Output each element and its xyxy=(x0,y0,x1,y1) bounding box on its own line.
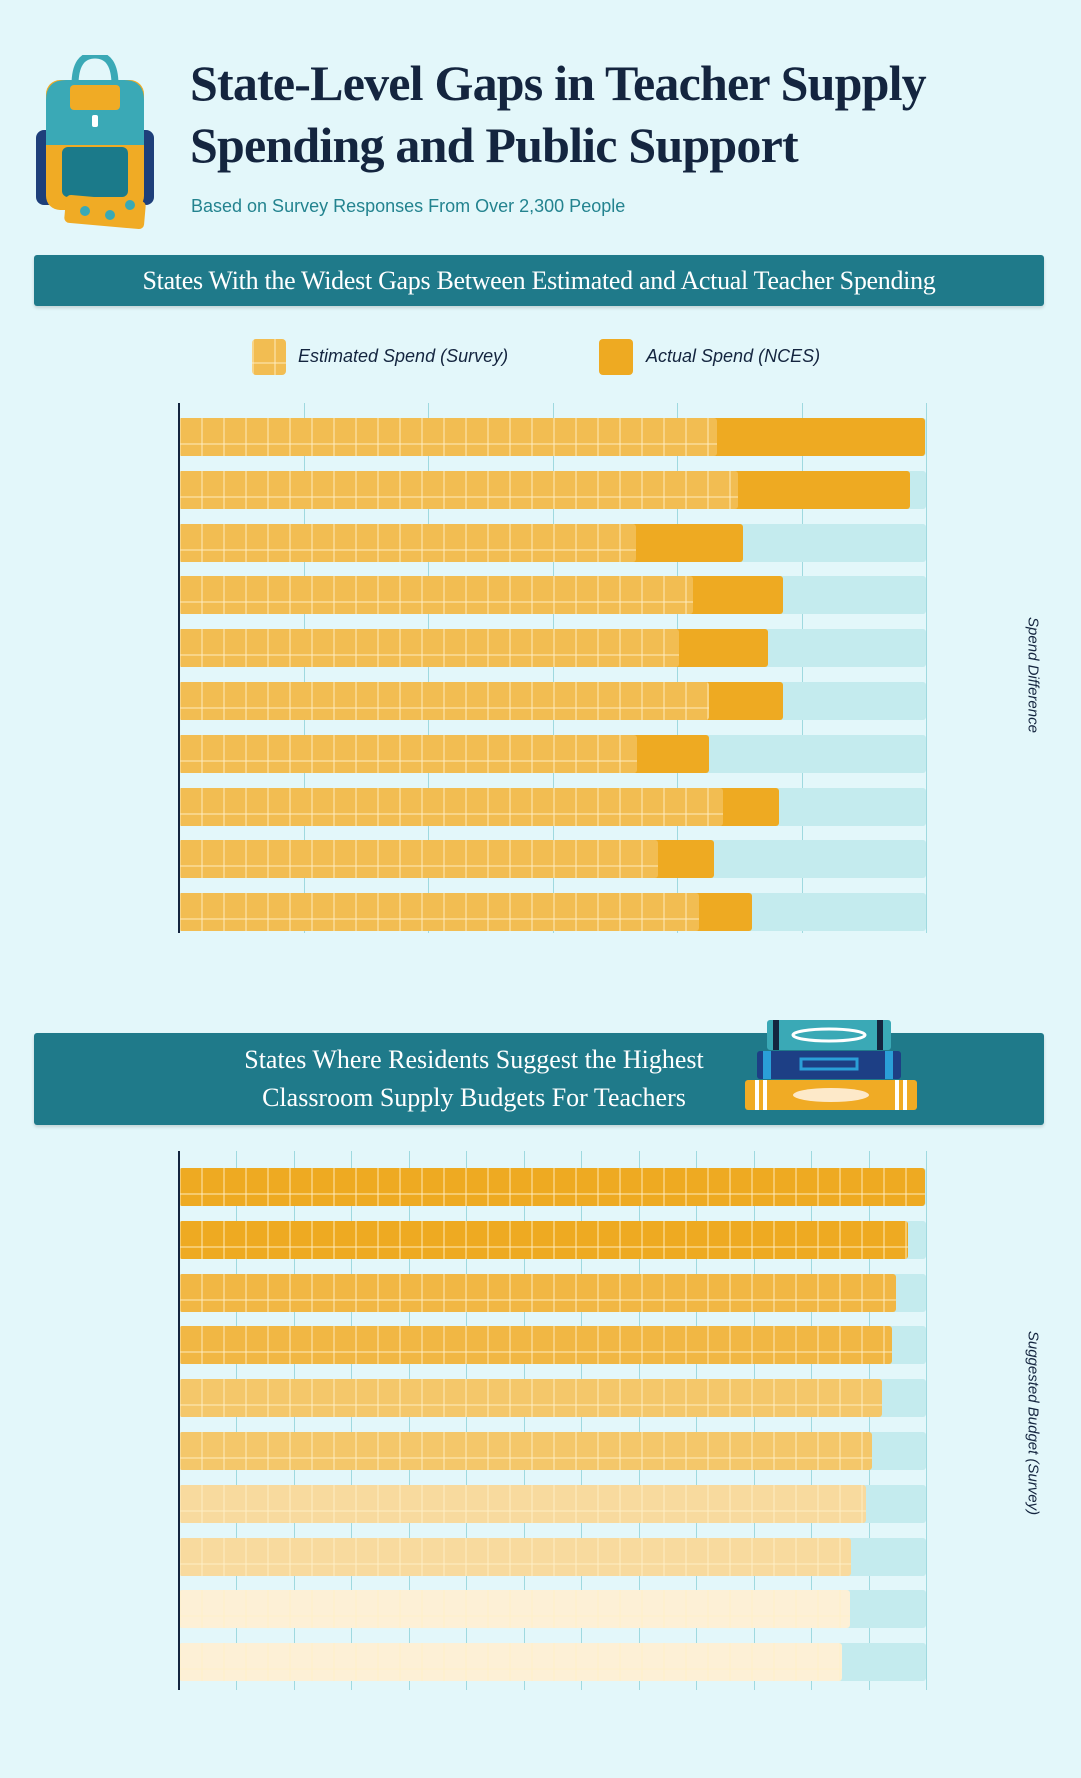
chart2-title: States Where Residents Suggest the Highe… xyxy=(34,1041,914,1117)
bar-estimated xyxy=(179,840,659,879)
gridline xyxy=(801,403,803,933)
bar xyxy=(179,1432,872,1470)
bar-estimated xyxy=(179,418,717,456)
bar-estimated xyxy=(179,734,638,773)
chart2-title-line-1: States Where Residents Suggest the Highe… xyxy=(244,1045,704,1074)
chart2-title-line-2: Classroom Supply Budgets For Teachers xyxy=(262,1083,686,1112)
bar xyxy=(179,1168,926,1206)
gridline xyxy=(408,1151,410,1690)
gridline xyxy=(523,1151,525,1690)
gridline xyxy=(811,1151,813,1690)
gridline xyxy=(466,1151,468,1690)
gridline xyxy=(236,1151,238,1690)
bar-estimated xyxy=(179,576,694,615)
bar xyxy=(179,1484,867,1523)
subtitle: Based on Survey Responses From Over 2,30… xyxy=(191,196,626,216)
bar xyxy=(179,1537,851,1576)
gridline xyxy=(926,1151,927,1690)
bar-estimated xyxy=(179,629,680,668)
bar-estimated xyxy=(179,523,636,562)
legend-label-estimated: Estimated Spend (Survey) xyxy=(298,346,509,366)
title-line-1: State-Level Gaps in Teacher Supply xyxy=(190,55,927,111)
legend-swatch-estimated xyxy=(252,339,286,375)
gridline xyxy=(638,1151,640,1690)
gridline xyxy=(303,403,305,933)
bar xyxy=(179,1643,843,1682)
books-icon xyxy=(745,1020,917,1110)
bar xyxy=(179,1273,896,1312)
gridline xyxy=(351,1151,353,1690)
legend-swatch-actual xyxy=(599,339,633,375)
gridline xyxy=(696,1151,698,1690)
bar-estimated xyxy=(179,893,700,932)
gridline xyxy=(293,1151,295,1690)
bar-estimated xyxy=(179,470,738,509)
page-title: State-Level Gaps in Teacher Supply Spend… xyxy=(190,52,927,176)
gridline xyxy=(581,1151,583,1690)
bar-estimated xyxy=(179,682,710,720)
title-line-2: Spending and Public Support xyxy=(190,117,799,173)
gridline xyxy=(926,403,927,933)
legend-label-actual: Actual Spend (NCES) xyxy=(646,346,821,366)
gridline xyxy=(677,403,678,933)
chart1-title-banner: States With the Widest Gaps Between Esti… xyxy=(34,255,1044,306)
chart2-side-label: Suggested Budget (Survey) xyxy=(1024,1330,1042,1516)
bar xyxy=(179,1590,851,1629)
bar-estimated xyxy=(179,787,724,826)
chart1-title: States With the Widest Gaps Between Esti… xyxy=(142,265,936,295)
gridline xyxy=(428,403,429,933)
gridline xyxy=(868,1151,870,1690)
bar xyxy=(179,1326,893,1365)
bar xyxy=(179,1379,882,1418)
y-axis-line xyxy=(178,1151,180,1690)
bar xyxy=(179,1220,908,1259)
gridline xyxy=(552,403,554,933)
backpack-icon xyxy=(36,55,154,230)
y-axis-line xyxy=(178,403,180,933)
chart1-side-label: Spend Difference xyxy=(1024,617,1042,733)
gridline xyxy=(753,1151,755,1690)
